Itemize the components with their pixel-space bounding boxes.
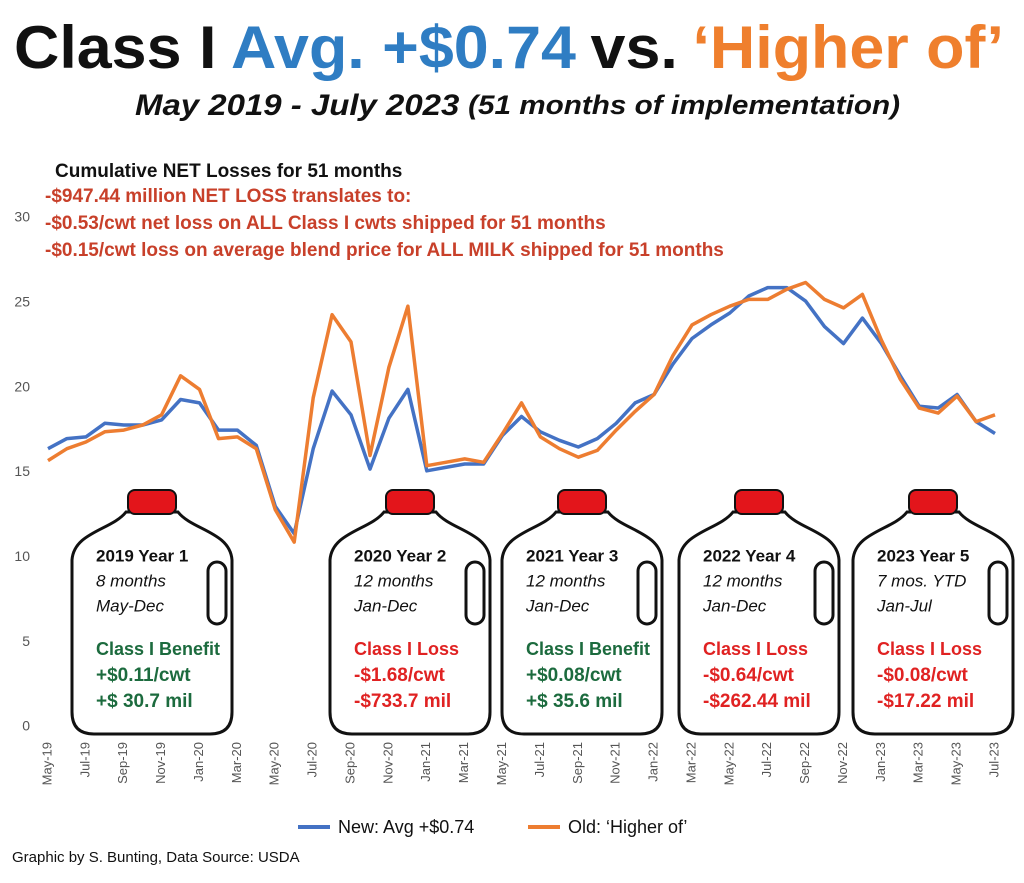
jug-label: Class I Loss [354,639,459,659]
title-part: Avg. +$0.74 [231,14,577,81]
jug-cap [557,489,607,515]
y-tick-label: 30 [14,209,30,225]
jug-year: 2023 Year 5 [877,546,969,565]
x-tick-label: Jul-22 [759,742,774,777]
jug-body [328,510,492,736]
x-tick-label: Mar-23 [911,742,926,783]
x-tick-label: Mar-22 [683,742,698,783]
jug-total: -$262.44 mil [703,691,811,712]
jug-period: 7 mos. YTD [877,571,966,590]
jug-label: Class I Benefit [526,639,650,659]
series-line [47,280,996,544]
x-tick-label: Sep-21 [570,742,585,784]
annotation-line: -$947.44 million NET LOSS translates to: [45,186,411,207]
annotation-line: -$0.53/cwt net loss on ALL Class I cwts … [45,213,606,234]
jug-body [677,510,841,736]
x-tick-label: Jul-19 [77,742,92,777]
x-tick-label: Nov-21 [608,742,623,784]
jug-range: Jan-Jul [876,596,933,615]
jug-cap [734,489,784,515]
jug-handle [464,560,486,626]
x-tick-label: Jul-21 [532,742,547,777]
jug-total: -$17.22 mil [877,691,974,712]
x-tick-label: Jan-21 [418,742,433,782]
jug-label: Class I Loss [703,639,808,659]
x-tick-label: Nov-22 [835,742,850,784]
jug-per-cwt: -$0.64/cwt [703,665,794,686]
jug-range: Jan-Dec [353,596,418,615]
x-tick-label: Mar-21 [456,742,471,783]
x-tick-label: May-20 [267,742,282,785]
x-tick-label: Jan-23 [873,742,888,782]
jug-handle [636,560,658,626]
jug-cap [127,489,177,515]
jug-range: Jan-Dec [702,596,767,615]
jug-range: May-Dec [96,596,165,615]
y-tick-label: 20 [14,378,30,394]
jug-per-cwt: +$0.08/cwt [526,665,622,686]
annotation-line: -$0.15/cwt loss on average blend price f… [45,240,724,261]
chart-subtitle: May 2019 - July 2023 (51 months of implem… [135,89,900,122]
subtitle-part: May 2019 - July 2023 [135,89,460,122]
y-tick-label: 15 [14,463,30,479]
x-tick-label: Jan-20 [191,742,206,782]
jug-year: 2020 Year 2 [354,546,446,565]
jug-body [851,510,1015,736]
legend-label: New: Avg +$0.74 [338,817,474,837]
jug-period: 12 months [526,571,606,590]
source-note: Graphic by S. Bunting, Data Source: USDA [12,849,300,866]
chart-title: Class I Avg. +$0.74 vs. ‘Higher of’ [14,14,1004,81]
jug-year: 2019 Year 1 [96,546,188,565]
subtitle-part: (51 months of implementation) [468,90,900,120]
title-part: vs. [591,14,678,81]
jug-per-cwt: -$1.68/cwt [354,665,445,686]
x-tick-label: Jul-23 [986,742,1001,777]
jug-year: 2021 Year 3 [526,546,618,565]
x-tick-label: Jan-22 [646,742,661,782]
jug-total: +$ 35.6 mil [526,691,623,712]
jug-handle [987,560,1009,626]
jug-body [500,510,664,736]
y-tick-label: 5 [22,633,30,649]
jug-total: -$733.7 mil [354,691,451,712]
title-part: ‘Higher of’ [692,14,1004,81]
x-tick-label: May-23 [949,742,964,785]
y-tick-label: 25 [14,294,30,310]
y-tick-label: 0 [22,718,30,734]
jug-per-cwt: +$0.11/cwt [96,665,191,686]
title-part: Class I [14,14,216,81]
x-tick-label: Sep-19 [115,742,130,784]
series-line [47,285,996,536]
x-tick-label: May-21 [494,742,509,785]
x-tick-label: May-19 [39,742,54,785]
x-tick-label: Mar-20 [229,742,244,783]
jug-body [70,510,234,736]
legend-label: Old: ‘Higher of’ [568,817,687,837]
jug-period: 12 months [354,571,434,590]
jug-label: Class I Loss [877,639,982,659]
jug-period: 8 months [96,571,166,590]
x-tick-label: Nov-20 [380,742,395,784]
x-tick-label: May-22 [721,742,736,785]
jug-total: +$ 30.7 mil [96,691,193,712]
jug-period: 12 months [703,571,783,590]
jug-cap [385,489,435,515]
jug-label: Class I Benefit [96,639,220,659]
jug-range: Jan-Dec [525,596,590,615]
jug-handle [813,560,835,626]
x-tick-label: Sep-20 [342,742,357,784]
jug-handle [206,560,228,626]
jug-cap [908,489,958,515]
jug-year: 2022 Year 4 [703,546,796,565]
x-tick-label: Jul-20 [305,742,320,777]
x-tick-label: Nov-19 [153,742,168,784]
annotation-header: Cumulative NET Losses for 51 months [55,161,402,182]
y-tick-label: 10 [14,548,30,564]
x-tick-label: Sep-22 [797,742,812,784]
jug-per-cwt: -$0.08/cwt [877,665,968,686]
